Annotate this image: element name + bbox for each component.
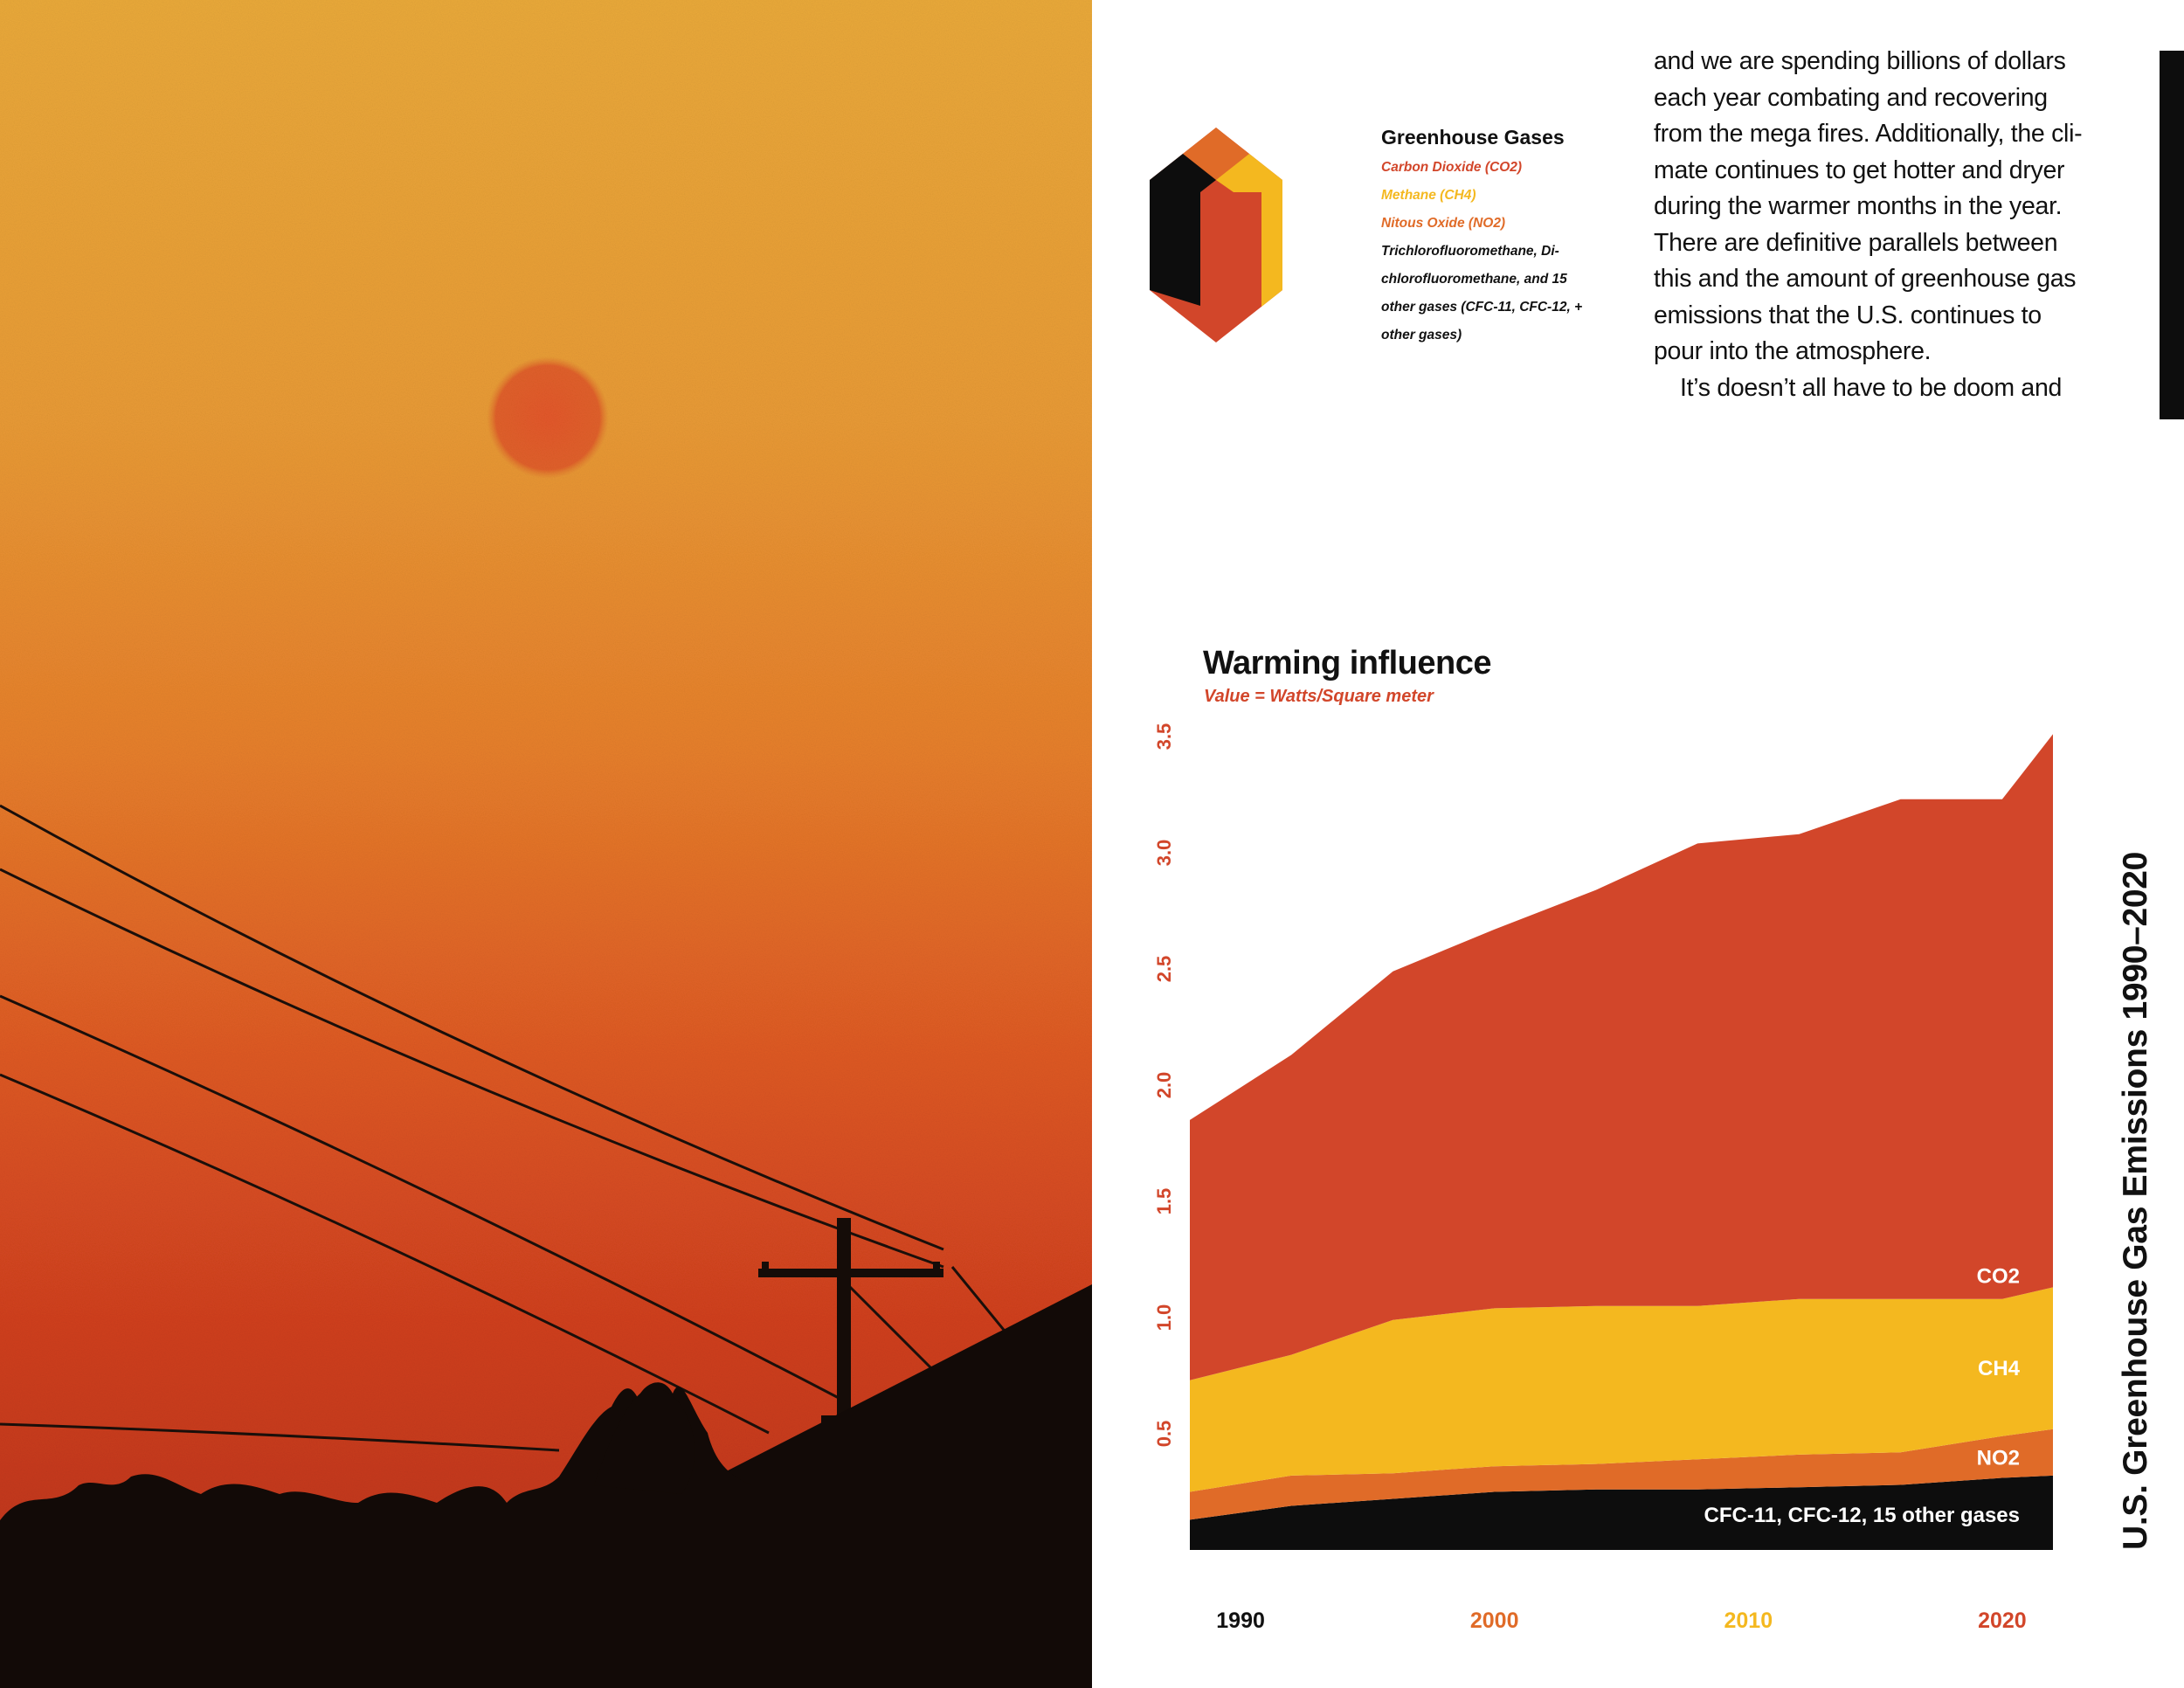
legend-item-other-line: other gases (CFC-11, CFC-12, + xyxy=(1381,300,1583,315)
chart-side-title: U.S. Greenhouse Gas Emissions 1990–2020 xyxy=(2117,851,2154,1550)
body-line: pour into the atmosphere. xyxy=(1654,337,1932,365)
y-tick-label: 2.0 xyxy=(1153,1072,1175,1099)
sunset-photo xyxy=(0,0,1092,1688)
body-line: and we are spending billions of dollars xyxy=(1654,47,2066,75)
y-tick-label: 0.5 xyxy=(1153,1421,1175,1448)
series-label-0: CFC-11, CFC-12, 15 other gases xyxy=(1704,1504,2020,1527)
body-line: each year combating and recovering xyxy=(1654,83,2048,112)
x-tick-label: 2020 xyxy=(1978,1608,2027,1633)
hexagon-logo-icon xyxy=(1150,128,1282,342)
y-tick-label: 1.5 xyxy=(1153,1188,1175,1215)
body-line: mate continues to get hotter and dryer xyxy=(1654,156,2065,184)
area-series-1 xyxy=(1190,1429,2053,1520)
y-tick-label: 2.5 xyxy=(1153,956,1175,983)
x-tick-label: 2010 xyxy=(1724,1608,1773,1633)
stacked-area-chart: CFC-11, CFC-12, 15 other gasesNO2CH4CO2 … xyxy=(1153,723,2053,1633)
gas-legend: Greenhouse Gases Carbon Dioxide (CO2) Me… xyxy=(1381,124,1617,349)
chart-subtitle: Value = Watts/Square meter xyxy=(1204,687,1434,706)
legend-item-other-line: Trichlorofluoromethane, Di- xyxy=(1381,244,1559,259)
y-tick-label: 3.5 xyxy=(1153,723,1175,751)
body-line: this and the amount of greenhouse gas xyxy=(1654,265,2077,293)
body-line: from the mega fires. Additionally, the c… xyxy=(1654,120,2083,148)
series-label-3: CO2 xyxy=(1977,1265,2020,1289)
page-tab-marker xyxy=(2160,51,2184,419)
body-line: emissions that the U.S. continues to xyxy=(1654,301,2042,329)
legend-item-other-line: other gases) xyxy=(1381,328,1462,342)
legend-item-no2: Nitous Oxide (NO2) xyxy=(1381,216,1506,231)
body-line: during the warmer months in the year. xyxy=(1654,192,2063,220)
legend-item-co2: Carbon Dioxide (CO2) xyxy=(1381,160,1523,175)
series-label-1: NO2 xyxy=(1977,1447,2020,1470)
x-tick-label: 1990 xyxy=(1216,1608,1265,1633)
area-series-2 xyxy=(1190,1287,2053,1492)
legend-item-other-line: chlorofluoromethane, and 15 xyxy=(1381,272,1567,287)
body-text: and we are spending billions of dollars … xyxy=(1654,44,2143,406)
y-tick-label: 3.0 xyxy=(1153,840,1175,867)
body-line: There are definitive parallels between xyxy=(1654,228,2058,257)
x-tick-label: 2000 xyxy=(1470,1608,1519,1633)
area-series-3 xyxy=(1190,734,2053,1380)
legend-item-ch4: Methane (CH4) xyxy=(1381,188,1476,203)
legend-title: Greenhouse Gases xyxy=(1381,126,1565,149)
series-label-2: CH4 xyxy=(1978,1357,2021,1380)
area-series-0 xyxy=(1190,1475,2053,1550)
y-tick-label: 1.0 xyxy=(1153,1304,1175,1332)
chart-title: Warming influence xyxy=(1203,645,1492,681)
body-line-indented: It’s doesn’t all have to be doom and xyxy=(1680,373,2063,402)
